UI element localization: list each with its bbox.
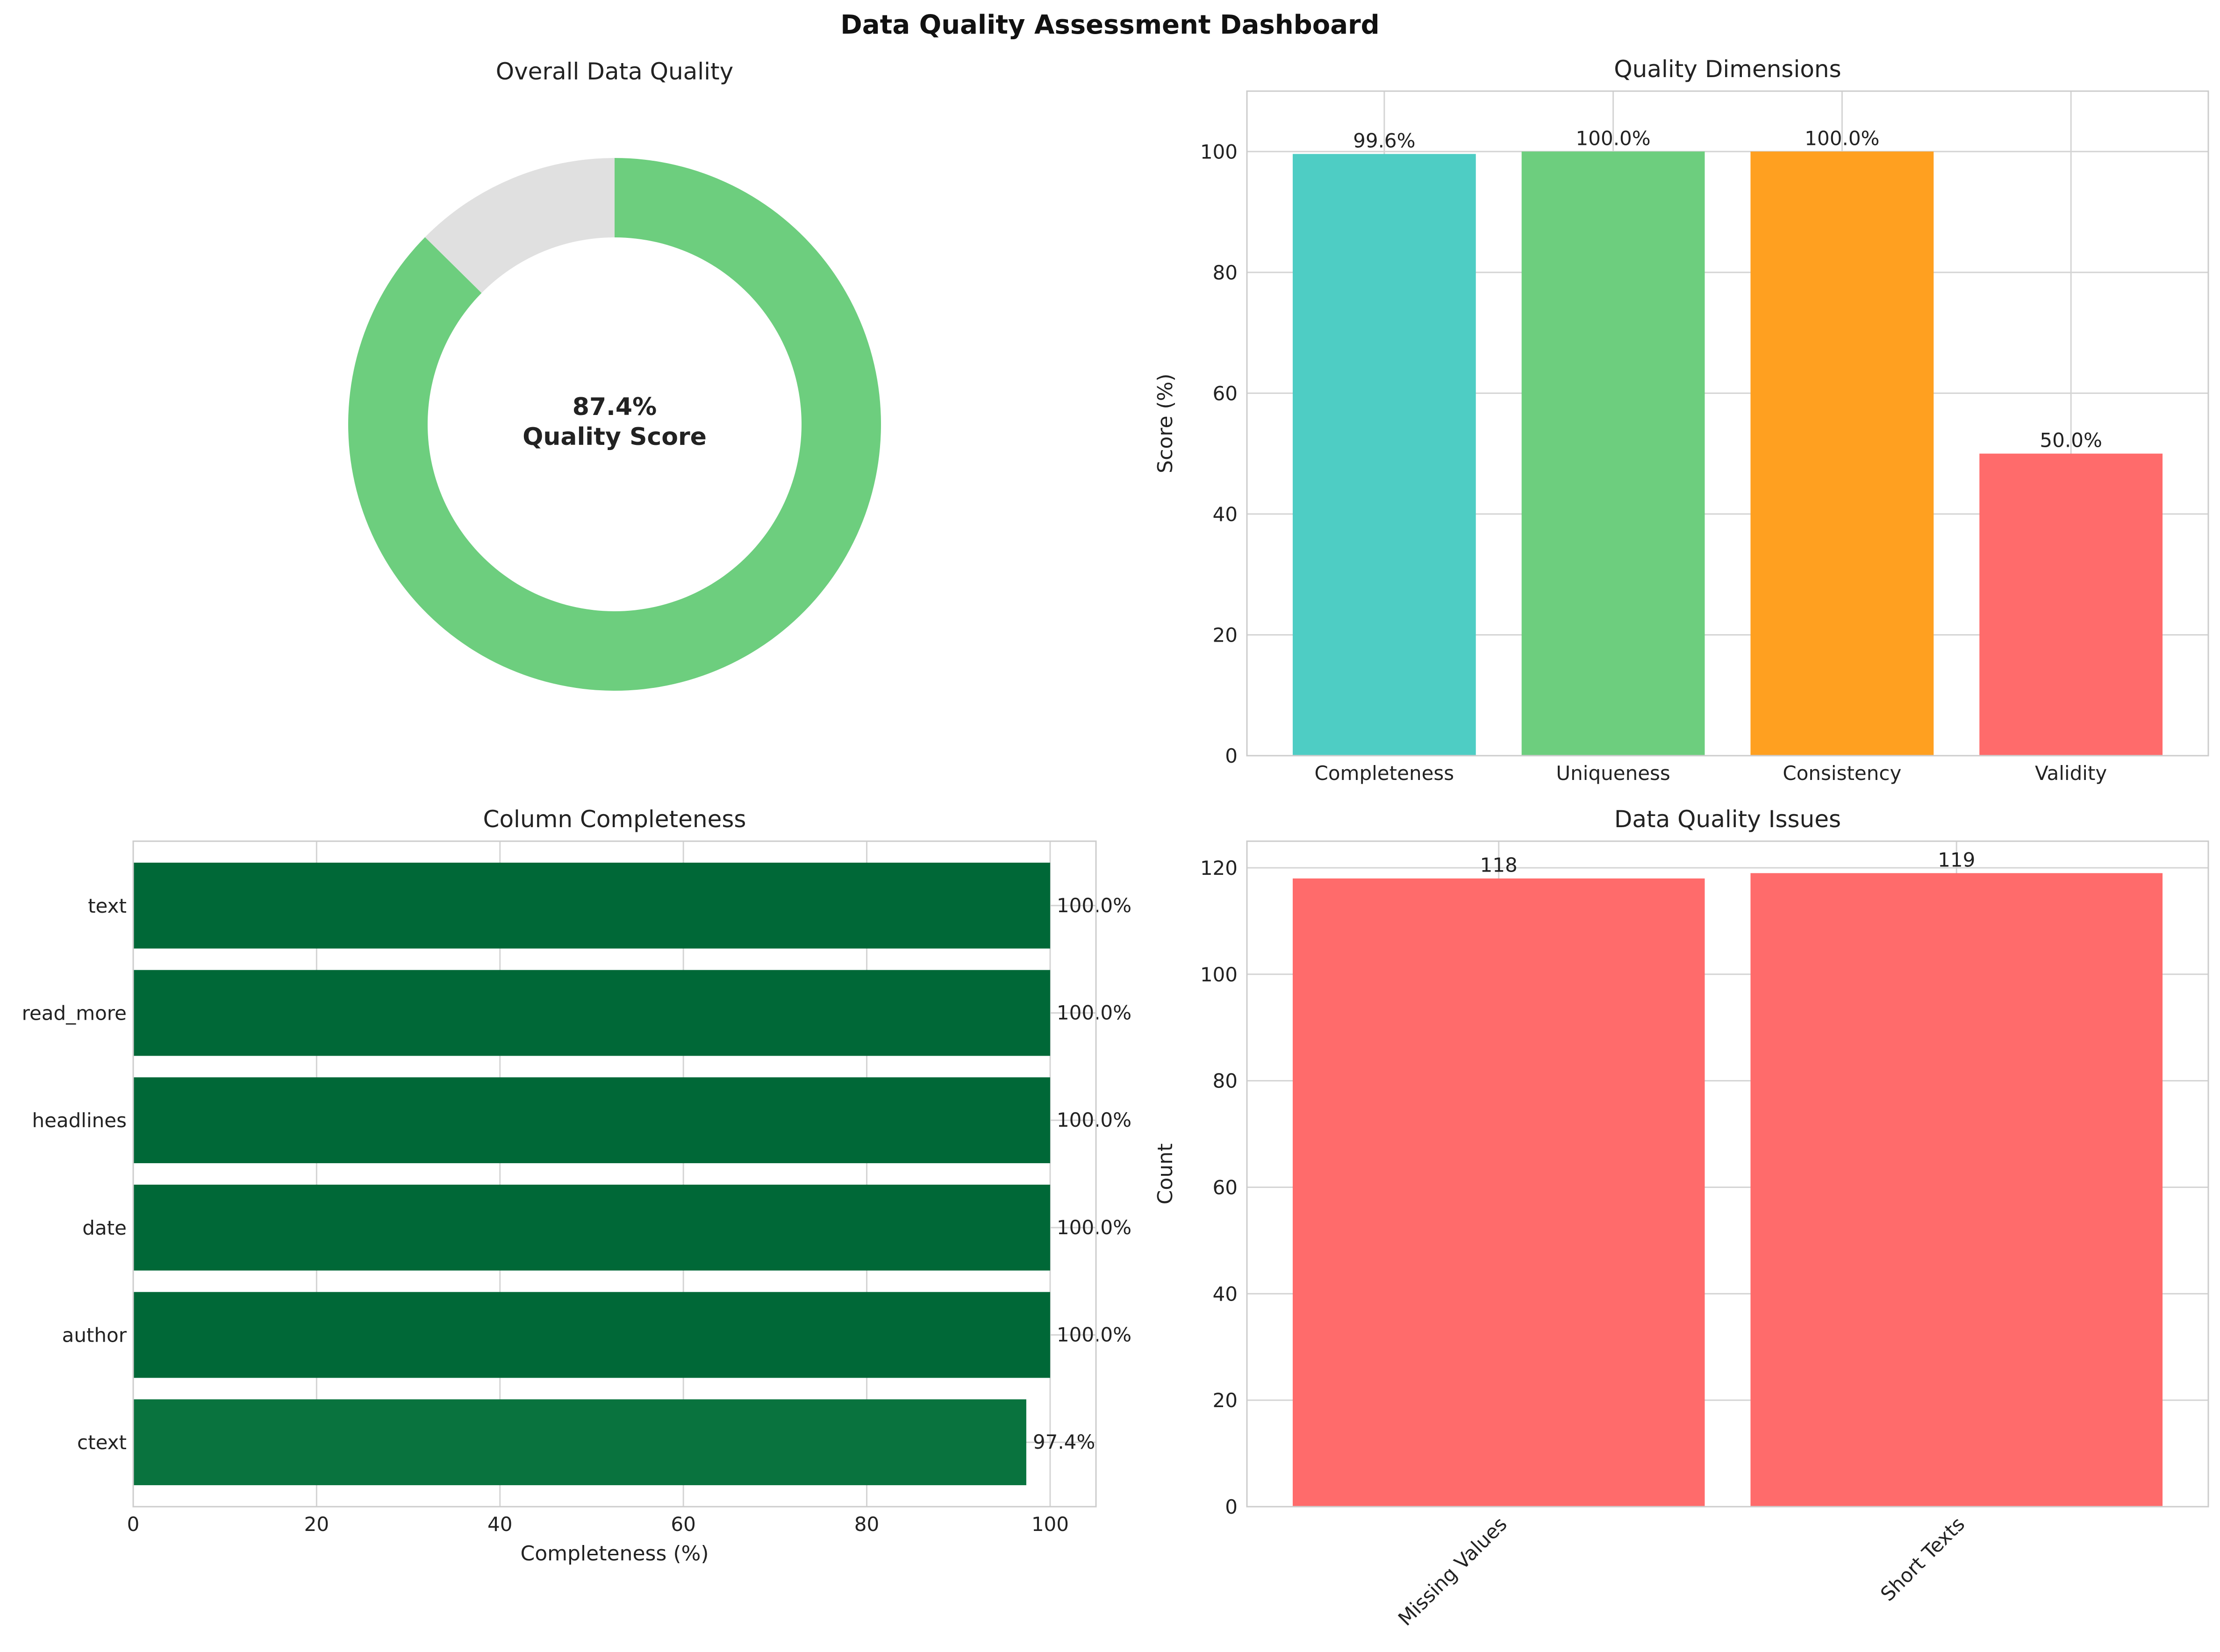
bar-completeness xyxy=(1292,154,1476,756)
issues-plot-frame xyxy=(1246,840,2209,1508)
y-axis-label: Count xyxy=(1153,1144,1177,1205)
x-axis-label: Completeness (%) xyxy=(521,1542,709,1566)
y-tick-label: 40 xyxy=(1213,503,1238,526)
overall-quality-panel: Overall Data Quality 87.4%Quality Score xyxy=(348,58,881,691)
quality-score-value: 87.4% xyxy=(573,393,657,421)
issues-title: Data Quality Issues xyxy=(1614,806,1841,833)
x-tick-label: Completeness xyxy=(1315,762,1454,785)
x-tick-label: Uniqueness xyxy=(1556,762,1670,785)
quality-score-label: Quality Score xyxy=(523,423,707,451)
remaining-slice xyxy=(425,158,615,293)
y-tick-label: ctext xyxy=(77,1431,127,1454)
y-tick-label: 20 xyxy=(1213,623,1238,646)
bar-value-label: 50.0% xyxy=(2040,429,2102,452)
bar-ctext xyxy=(133,1399,1026,1486)
y-axis-label: Score (%) xyxy=(1153,373,1177,473)
y-tick-label: 0 xyxy=(1225,744,1238,767)
x-tick-label: Consistency xyxy=(1783,762,1901,785)
x-tick-label: 40 xyxy=(487,1513,512,1536)
y-tick-label: 40 xyxy=(1213,1282,1238,1305)
bar-value-label: 100.0% xyxy=(1576,127,1651,150)
x-tick-label: Validity xyxy=(2035,762,2107,785)
bar-value-label: 97.4% xyxy=(1033,1430,1095,1453)
x-tick-label: 80 xyxy=(854,1513,879,1536)
bar-missing-values xyxy=(1292,878,1705,1507)
bar-value-label: 100.0% xyxy=(1057,1001,1131,1024)
y-tick-label: 100 xyxy=(1200,140,1238,163)
bar-short-texts xyxy=(1750,873,2163,1507)
x-tick-label: 0 xyxy=(127,1513,140,1536)
quality-dimensions-panel: Quality Dimensions 0 20 40 60 80 100 99.6% Compl… xyxy=(1153,56,2209,785)
y-tick-label: 60 xyxy=(1213,1176,1238,1199)
bar-value-label: 100.0% xyxy=(1057,1323,1131,1346)
x-tick-label: 60 xyxy=(671,1513,695,1536)
y-tick-label: text xyxy=(88,894,127,917)
y-tick-label: 120 xyxy=(1200,857,1238,880)
y-tick-label: 0 xyxy=(1225,1495,1238,1518)
columns-plot-frame xyxy=(132,840,1097,1508)
bar-consistency xyxy=(1750,151,1934,756)
bar-value-label: 100.0% xyxy=(1057,1216,1131,1239)
y-tick-label: headlines xyxy=(32,1109,127,1132)
bar-value-label: 100.0% xyxy=(1805,127,1879,150)
y-tick-label: read_more xyxy=(22,1001,127,1024)
y-tick-label: 80 xyxy=(1213,261,1238,284)
column-completeness-panel: Column Completeness 0 20 40 60 80 100 100.0% tex… xyxy=(22,806,1131,1566)
bar-date xyxy=(133,1184,1050,1271)
overall-quality-title: Overall Data Quality xyxy=(496,58,734,85)
bar-validity xyxy=(1979,453,2163,756)
dimensions-plot-frame xyxy=(1246,90,2209,757)
dimensions-title: Quality Dimensions xyxy=(1614,56,1841,83)
y-tick-label: date xyxy=(82,1216,127,1239)
bar-headlines xyxy=(133,1077,1050,1164)
bar-value-label: 118 xyxy=(1480,854,1518,877)
bar-read-more xyxy=(133,970,1050,1056)
columns-title: Column Completeness xyxy=(483,806,746,833)
y-tick-label: author xyxy=(62,1324,127,1347)
bar-value-label: 119 xyxy=(1938,848,1975,871)
bar-value-label: 100.0% xyxy=(1057,1108,1131,1131)
y-tick-label: 20 xyxy=(1213,1389,1238,1412)
x-tick-label: 20 xyxy=(304,1513,329,1536)
x-tick-label: 100 xyxy=(1031,1513,1069,1536)
quality-score-slice xyxy=(348,158,881,691)
y-tick-label: 80 xyxy=(1213,1070,1238,1093)
bar-uniqueness xyxy=(1521,151,1705,756)
dashboard-title: Data Quality Assessment Dashboard xyxy=(840,10,1379,40)
y-tick-label: 100 xyxy=(1200,963,1238,986)
y-tick-label: 60 xyxy=(1213,382,1238,405)
bar-text xyxy=(133,862,1050,949)
bar-value-label: 100.0% xyxy=(1057,894,1131,917)
bar-author xyxy=(133,1292,1050,1378)
bar-value-label: 99.6% xyxy=(1353,129,1415,152)
